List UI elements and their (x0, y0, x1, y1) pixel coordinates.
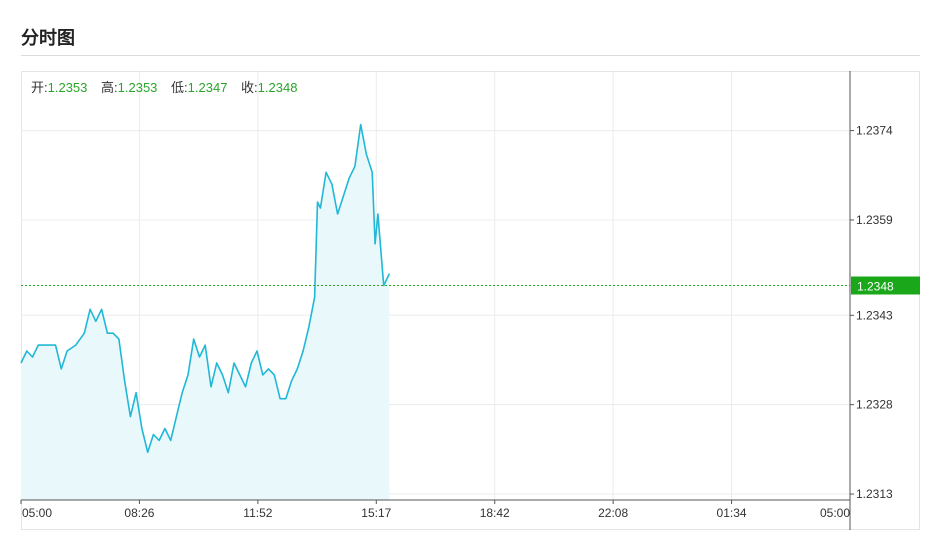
price-line (20, 123, 391, 454)
chart-frame (21, 71, 920, 530)
y-tick-label: 1.2328 (856, 398, 893, 412)
page-title: 分时图 (21, 28, 75, 48)
close-label: 收: (241, 80, 258, 95)
x-tick-label: 11:52 (243, 506, 272, 520)
low-label: 低: (171, 80, 188, 95)
y-tick-label: 1.2359 (856, 213, 893, 227)
x-tick-label: 08:26 (124, 506, 154, 520)
x-tick-label: 18:42 (480, 506, 510, 520)
last-price-tag: 1.2348 (851, 276, 920, 295)
title-divider (21, 55, 920, 56)
y-tick-label: 1.2343 (856, 308, 893, 322)
open-label: 开: (31, 80, 48, 95)
x-tick-label: 05:00 (22, 506, 52, 520)
x-tick-label: 01:34 (717, 506, 747, 520)
high-label: 高: (101, 80, 118, 95)
x-tick-label: 05:00 (820, 506, 850, 520)
open-value: 1.2353 (48, 80, 88, 95)
close-value: 1.2348 (258, 80, 298, 95)
x-axis-ticks: 05:00 08:26 11:52 15:17 18:42 22:08 01:34 05:00 (20, 500, 851, 520)
y-axis-ticks: 1.2374 1.2359 1.2343 1.2328 1.2313 (850, 124, 893, 501)
x-tick-label: 15:17 (361, 506, 391, 520)
x-tick-label: 22:08 (598, 506, 628, 520)
y-tick-label: 1.2374 (856, 124, 893, 138)
ohlc-readout: 开:1.2353 高:1.2353 低:1.2347 收:1.2348 (31, 80, 297, 95)
y-tick-label: 1.2313 (856, 487, 893, 501)
last-price-tag-text: 1.2348 (857, 280, 894, 294)
last-price-tag-bg (851, 276, 920, 295)
low-value: 1.2347 (188, 80, 228, 95)
price-area-fill (21, 124, 390, 500)
high-value: 1.2353 (118, 80, 158, 95)
